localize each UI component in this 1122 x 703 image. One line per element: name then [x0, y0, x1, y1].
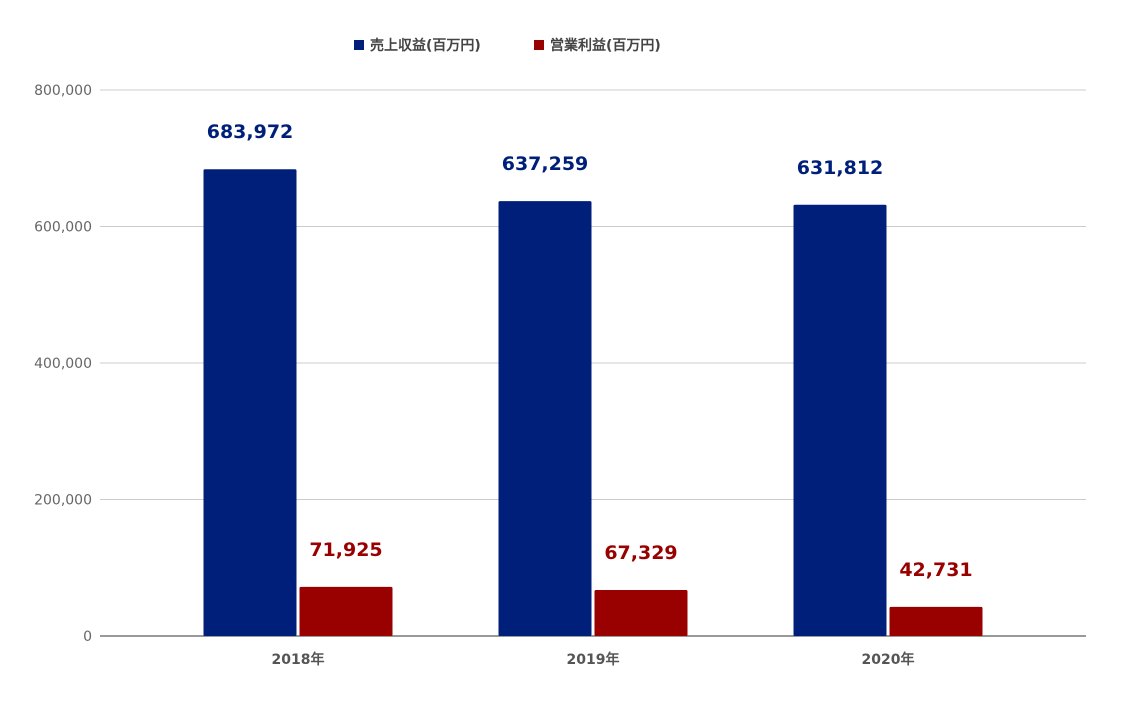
y-tick-label: 200,000 [34, 493, 92, 509]
data-labels: 683,972 71,925 637,259 67,329 631,812 42,731 [207, 121, 973, 581]
bar-operating-profit-2 [889, 606, 983, 636]
y-tick-label: 600,000 [34, 220, 92, 236]
x-category-label: 2018年 [272, 651, 325, 668]
data-label: 637,259 [502, 153, 589, 175]
y-axis-ticks: 0 200,000 400,000 600,000 800,000 [34, 83, 92, 645]
legend-swatch [534, 40, 544, 50]
x-category-label: 2019年 [567, 651, 620, 668]
bars [203, 169, 983, 636]
legend-swatch [354, 40, 364, 50]
bar-revenue-0 [203, 169, 297, 636]
y-tick-label: 800,000 [34, 83, 92, 99]
legend-label: 売上収益(百万円) [370, 37, 481, 54]
bar-revenue-2 [793, 204, 887, 636]
bar-operating-profit-0 [299, 586, 393, 636]
legend: 売上収益(百万円) 営業利益(百万円) [354, 37, 661, 54]
data-label: 67,329 [604, 542, 677, 564]
data-label: 631,812 [797, 157, 884, 179]
data-label: 42,731 [899, 559, 972, 581]
data-label: 71,925 [309, 539, 382, 561]
bar-operating-profit-1 [594, 590, 688, 636]
y-tick-label: 0 [83, 629, 92, 645]
x-category-label: 2020年 [862, 651, 915, 668]
data-label: 683,972 [207, 121, 294, 143]
legend-label: 営業利益(百万円) [550, 37, 661, 54]
y-tick-label: 400,000 [34, 356, 92, 372]
x-axis-categories: 2018年 2019年 2020年 [272, 651, 915, 668]
bar-revenue-1 [498, 201, 592, 636]
